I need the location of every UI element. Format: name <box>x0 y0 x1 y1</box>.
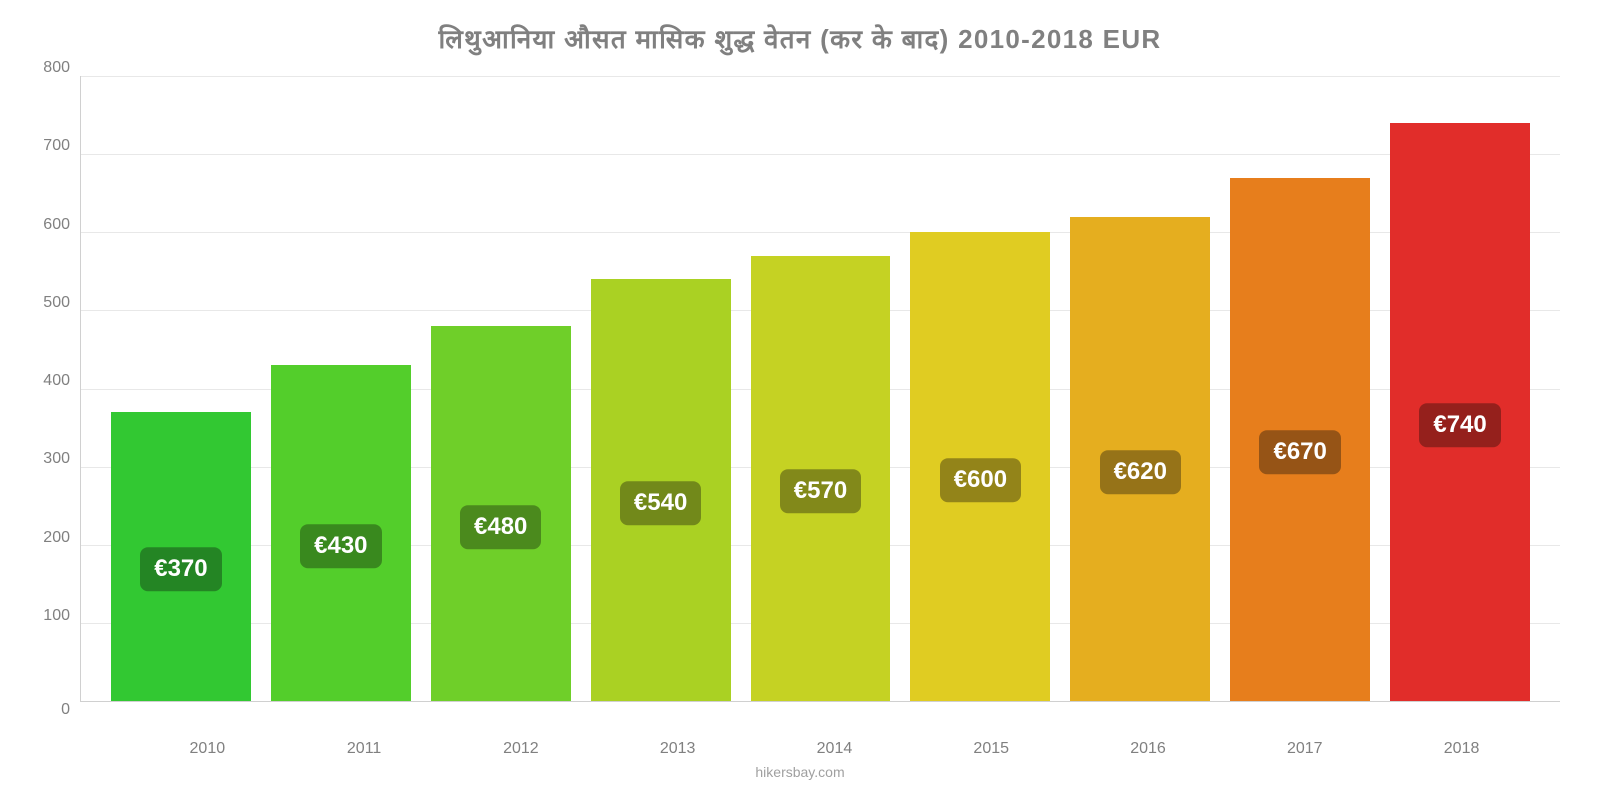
bar-group: €570 <box>741 76 901 701</box>
x-tick-label: 2017 <box>1226 732 1383 758</box>
y-tick: 600 <box>43 217 70 233</box>
bar-value-label: €570 <box>780 470 861 514</box>
bar-value-label: €480 <box>460 505 541 549</box>
bar: €600 <box>910 232 1050 701</box>
y-tick: 400 <box>43 373 70 389</box>
bar: €430 <box>271 365 411 701</box>
bar-group: €620 <box>1060 76 1220 701</box>
bar-value-label: €430 <box>300 524 381 568</box>
bar-group: €370 <box>101 76 261 701</box>
bar: €670 <box>1230 178 1370 701</box>
bar-value-label: €620 <box>1100 450 1181 494</box>
plot-area: €370 €430 €480 €540 €570 €600 €620 €670 €740 <box>80 76 1560 702</box>
y-tick: 700 <box>43 138 70 154</box>
bar-group: €670 <box>1220 76 1380 701</box>
bar-group: €480 <box>421 76 581 701</box>
y-tick: 0 <box>61 702 70 718</box>
y-tick: 500 <box>43 295 70 311</box>
chart-container: 8007006005004003002001000 €370€430€480€5… <box>40 76 1560 732</box>
footer-attribution: hikersbay.com <box>755 764 844 780</box>
bar: €740 <box>1390 123 1530 701</box>
bar: €480 <box>431 326 571 701</box>
bar-group: €600 <box>900 76 1060 701</box>
bar-group: €740 <box>1380 76 1540 701</box>
bar-group: €540 <box>581 76 741 701</box>
bar-value-label: €370 <box>140 548 221 592</box>
bar: €570 <box>751 256 891 701</box>
x-tick-label: 2015 <box>913 732 1070 758</box>
bar: €540 <box>591 279 731 701</box>
y-tick: 200 <box>43 530 70 546</box>
y-tick: 100 <box>43 608 70 624</box>
bar-value-label: €740 <box>1419 403 1500 447</box>
bars-container: €370 €430 €480 €540 €570 €600 €620 €670 €740 <box>81 76 1560 701</box>
chart-title: लिथुआनिया औसत मासिक शुद्ध वेतन (कर के बा… <box>439 20 1162 56</box>
bar-value-label: €600 <box>940 458 1021 502</box>
bar-value-label: €670 <box>1259 430 1340 474</box>
bar: €620 <box>1070 217 1210 701</box>
bar: €370 <box>111 412 251 701</box>
x-tick-label: 2016 <box>1070 732 1227 758</box>
bar-group: €430 <box>261 76 421 701</box>
x-tick-label: 2010 <box>129 732 286 758</box>
x-labels: 201020112012201320142015201620172018 <box>79 732 1560 758</box>
x-tick-label: 2018 <box>1383 732 1540 758</box>
x-tick-label: 2013 <box>599 732 756 758</box>
x-tick-label: 2014 <box>756 732 913 758</box>
y-tick: 300 <box>43 451 70 467</box>
x-axis-container: 201020112012201320142015201620172018 <box>40 732 1560 758</box>
y-tick: 800 <box>43 60 70 76</box>
y-axis: 8007006005004003002001000 <box>40 76 80 702</box>
x-tick-label: 2012 <box>442 732 599 758</box>
bar-value-label: €540 <box>620 481 701 525</box>
x-tick-label: 2011 <box>286 732 443 758</box>
